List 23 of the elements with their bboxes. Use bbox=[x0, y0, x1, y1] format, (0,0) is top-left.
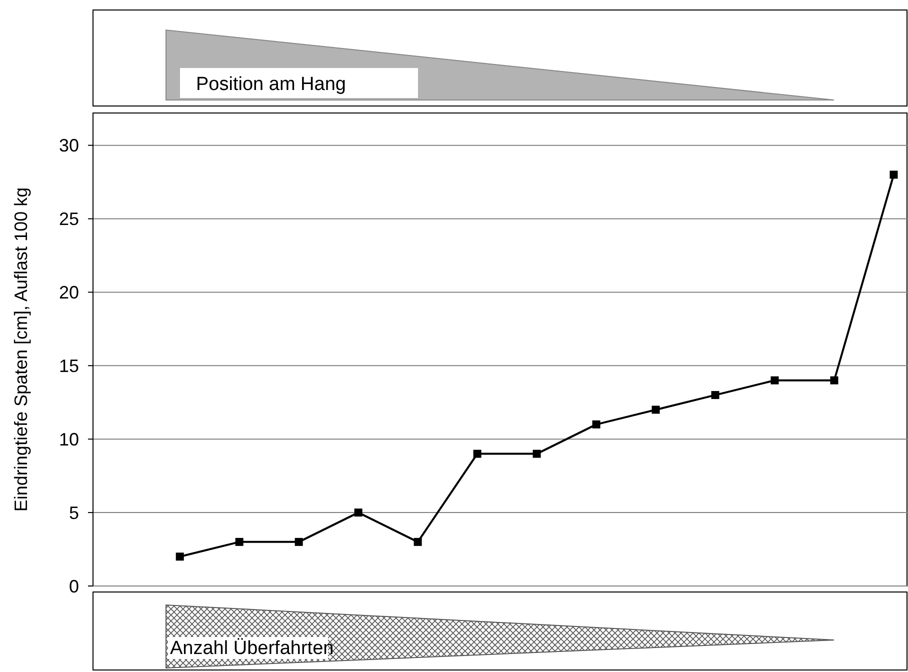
point bbox=[652, 406, 660, 414]
point bbox=[890, 170, 898, 179]
y-tick-label: 30 bbox=[58, 136, 79, 156]
point bbox=[235, 538, 244, 546]
text: Position am Hang bbox=[196, 74, 346, 95]
point bbox=[592, 420, 600, 428]
y-tick-label: 15 bbox=[58, 356, 79, 376]
y-axis-title: Eindringtiefe Spaten [cm], Auflast 100 kg bbox=[11, 187, 31, 512]
point bbox=[473, 450, 482, 458]
point bbox=[770, 376, 779, 384]
y-tick-label: 5 bbox=[68, 502, 79, 523]
y-tick-label: 10 bbox=[58, 429, 79, 450]
point bbox=[354, 508, 362, 517]
point bbox=[532, 450, 541, 458]
point bbox=[414, 538, 422, 546]
point bbox=[711, 391, 720, 400]
y-tick-label: 0 bbox=[68, 576, 79, 596]
point bbox=[294, 538, 303, 546]
y-tick-label: 20 bbox=[58, 282, 79, 303]
text: Anzahl Überfahrten bbox=[170, 638, 334, 659]
point bbox=[830, 376, 838, 384]
point bbox=[176, 552, 184, 561]
y-tick-label: 25 bbox=[58, 209, 79, 230]
